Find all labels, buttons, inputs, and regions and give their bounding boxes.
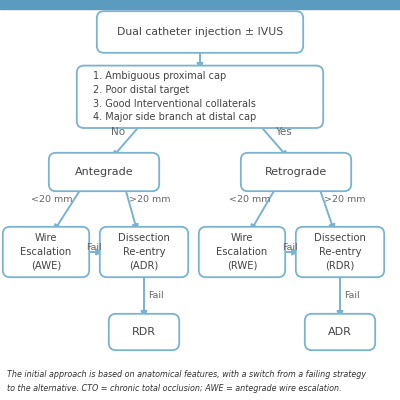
Text: Antegrade: Antegrade [75, 167, 133, 177]
Text: Dual catheter injection ± IVUS: Dual catheter injection ± IVUS [117, 27, 283, 37]
Text: Fail: Fail [344, 291, 360, 300]
Text: 1. Ambiguous proximal cap
2. Poor distal target
3. Good Interventional collatera: 1. Ambiguous proximal cap 2. Poor distal… [93, 72, 256, 122]
Text: Dissection
Re-entry
(RDR): Dissection Re-entry (RDR) [314, 234, 366, 270]
FancyBboxPatch shape [97, 11, 303, 53]
FancyBboxPatch shape [100, 227, 188, 277]
Bar [0, 0, 400, 9]
FancyBboxPatch shape [296, 227, 384, 277]
Text: >20 mm: >20 mm [324, 196, 366, 204]
Text: ADR: ADR [328, 327, 352, 337]
Text: Fail: Fail [282, 243, 298, 252]
Text: No: No [111, 127, 125, 137]
Text: <20 mm: <20 mm [229, 196, 271, 204]
FancyBboxPatch shape [49, 153, 159, 191]
Text: Dissection
Re-entry
(ADR): Dissection Re-entry (ADR) [118, 234, 170, 270]
Text: Wire
Escalation
(AWE): Wire Escalation (AWE) [20, 234, 72, 270]
FancyBboxPatch shape [109, 314, 179, 350]
Text: >20 mm: >20 mm [129, 196, 171, 204]
FancyBboxPatch shape [241, 153, 351, 191]
Text: Yes: Yes [275, 127, 292, 137]
FancyBboxPatch shape [199, 227, 285, 277]
Text: to the alternative. CTO = chronic total occlusion; AWE = antegrade wire escalati: to the alternative. CTO = chronic total … [7, 384, 342, 393]
Text: Fail: Fail [148, 291, 164, 300]
Text: Fail: Fail [86, 243, 102, 252]
FancyBboxPatch shape [305, 314, 375, 350]
Text: RDR: RDR [132, 327, 156, 337]
Text: Wire
Escalation
(RWE): Wire Escalation (RWE) [216, 234, 268, 270]
Text: Retrograde: Retrograde [265, 167, 327, 177]
Text: <20 mm: <20 mm [31, 196, 73, 204]
FancyBboxPatch shape [77, 66, 323, 128]
FancyBboxPatch shape [3, 227, 89, 277]
Text: The initial approach is based on anatomical features, with a switch from a faili: The initial approach is based on anatomi… [7, 370, 366, 379]
